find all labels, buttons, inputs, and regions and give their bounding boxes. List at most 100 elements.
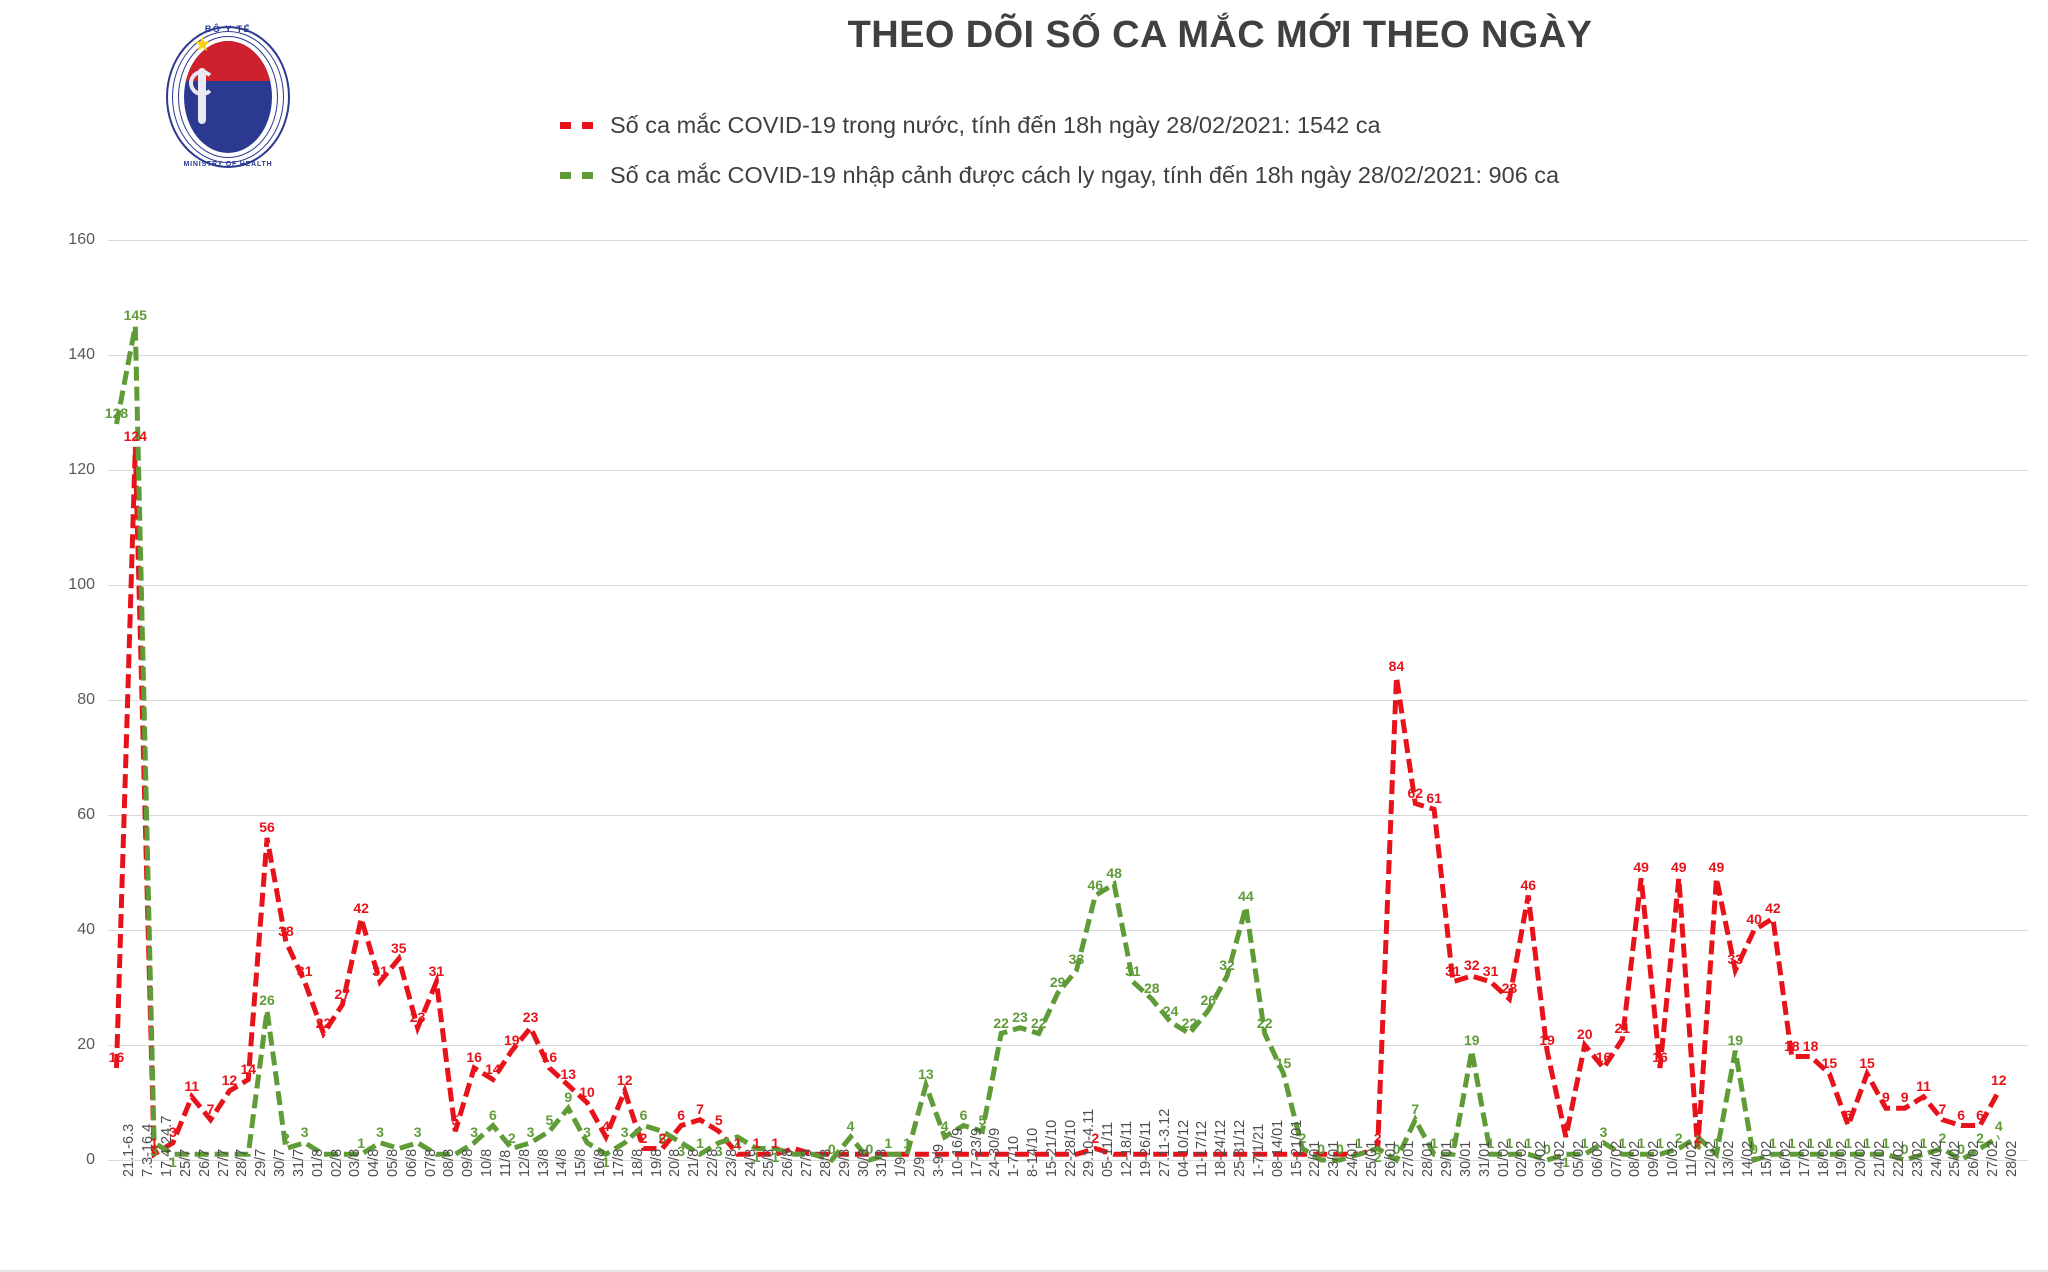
x-axis-tick-label: 30/7 <box>272 1148 289 1177</box>
x-axis-tick-label: 02/02 <box>1514 1140 1531 1177</box>
x-axis-tick-label: 11-17/12 <box>1194 1120 1211 1177</box>
chart-plot-area: 0 20 40 60 80 100 120 140 160 128 145 3 1 26 2 3 1 3 3 3 6 2… <box>68 231 2028 1170</box>
x-axis-tick-label: 20/02 <box>1853 1140 1870 1177</box>
x-axis-tick-label: 20/8 <box>667 1148 684 1177</box>
x-axis-tick-label: 19/02 <box>1834 1140 1851 1177</box>
x-axis-tick-label: 17-23/9 <box>968 1127 985 1177</box>
x-axis-tick-label: 22-28/10 <box>1062 1119 1079 1177</box>
y-axis-tick-label: 160 <box>68 231 95 248</box>
gridline <box>108 1045 2028 1046</box>
gridline <box>108 355 2028 356</box>
x-axis-tick-label: 27/02 <box>1985 1140 2001 1177</box>
x-axis-tick-label: 29/7 <box>253 1148 270 1177</box>
x-axis-tick-label: 30/8 <box>855 1148 872 1177</box>
x-axis-tick-label: 10-16/9 <box>949 1127 966 1177</box>
x-axis-tick-label: 02/8 <box>328 1148 345 1177</box>
page-title: THEO DÕI SỐ CA MẮC MỚI THEO NGÀY <box>847 14 1593 56</box>
x-axis-tick-label: 28/02 <box>2003 1140 2020 1177</box>
ministry-of-health-logo-icon: BỘ Y TẾ ★ MINISTRY OF HEALTH <box>158 22 298 172</box>
x-axis-tick-label: 25/7 <box>177 1148 194 1177</box>
x-axis-tick-label: 27/8 <box>799 1148 816 1177</box>
x-axis-tick-label: 1-7/10 <box>1006 1135 1023 1177</box>
gridline <box>108 470 2028 471</box>
x-axis-tick-label: 07/8 <box>422 1148 439 1177</box>
legend-marker-domestic-icon <box>560 118 604 132</box>
x-axis-tick-label: 16/02 <box>1777 1140 1794 1177</box>
y-axis-tick-label: 20 <box>77 1036 95 1053</box>
x-axis-tick-label: 03/02 <box>1533 1140 1550 1177</box>
x-axis-tick-label: 01/02 <box>1495 1140 1512 1177</box>
logo-body <box>184 41 272 153</box>
legend-item-imported: Số ca mắc COVID-19 nhập cảnh được cách l… <box>560 150 1960 200</box>
x-axis-tick-label: 19/8 <box>648 1148 665 1177</box>
x-axis-tick-label: 05/02 <box>1570 1140 1587 1177</box>
x-axis-tick-label: 28/8 <box>817 1148 834 1177</box>
x-axis-tick-label: 25/8 <box>761 1148 778 1177</box>
x-axis-tick-label: 13/02 <box>1721 1140 1738 1177</box>
x-axis-tick-label: 28/7 <box>234 1148 251 1177</box>
y-axis-tick-label: 140 <box>68 346 95 363</box>
footer-divider <box>0 1270 2048 1272</box>
x-axis-tick-label: 08/02 <box>1627 1140 1644 1177</box>
x-axis-tick-label: 12/02 <box>1702 1140 1719 1177</box>
x-axis-tick-label: 21/8 <box>686 1148 703 1177</box>
logo-bottom-text: MINISTRY OF HEALTH <box>183 161 273 168</box>
gridline <box>108 700 2028 701</box>
gridline <box>108 815 2028 816</box>
x-axis-tick-label: 25/01 <box>1363 1140 1380 1177</box>
x-axis-tick-label: 10/02 <box>1665 1140 1681 1177</box>
gridline <box>108 240 2028 241</box>
legend-item-domestic: Số ca mắc COVID-19 trong nước, tính đến … <box>560 100 1960 150</box>
x-axis-tick-label: 17/02 <box>1796 1140 1813 1177</box>
x-axis-tick-label: 11/02 <box>1683 1141 1700 1177</box>
x-axis-tick-label: 27/01 <box>1401 1140 1418 1177</box>
x-axis-tick-label: 18/02 <box>1815 1140 1832 1177</box>
x-axis-tick-label: 22/02 <box>1890 1140 1907 1177</box>
x-axis-tick-label: 15/8 <box>573 1148 590 1177</box>
legend-label-imported: Số ca mắc COVID-19 nhập cảnh được cách l… <box>610 161 1560 188</box>
x-axis-tick-label: 08-14/01 <box>1269 1119 1286 1177</box>
gridline <box>108 585 2028 586</box>
chart-legend: Số ca mắc COVID-19 trong nước, tính đến … <box>560 100 1960 200</box>
x-axis-tick-label: 27/7 <box>215 1148 232 1177</box>
x-axis-tick-label: 12-18/11 <box>1119 1120 1136 1177</box>
x-axis-tick-label: 18/8 <box>629 1148 646 1177</box>
legend-marker-imported-icon <box>560 168 604 182</box>
x-axis-tick-label: 31/8 <box>874 1148 891 1177</box>
x-axis-tick-label: 15-21/10 <box>1043 1119 1060 1177</box>
chart-x-axis: 21.1-6.3 7.3-16.4 17.4-24.7 25/7 26/7 27/7 28/… <box>108 1109 2028 1272</box>
y-axis-tick-label: 120 <box>68 461 95 478</box>
y-axis-tick-label: 80 <box>77 691 95 708</box>
x-axis-tick-label: 08/8 <box>441 1148 458 1177</box>
x-axis-tick-label: 01/8 <box>309 1148 326 1177</box>
x-axis-tick-label: 06/02 <box>1589 1140 1606 1177</box>
x-axis-tick-label: 26/02 <box>1966 1140 1983 1177</box>
y-axis-tick-label: 0 <box>86 1151 95 1168</box>
logo-ring-outer <box>166 26 290 168</box>
series-line-imported <box>114 325 2001 1164</box>
x-axis-tick-label: 17/8 <box>610 1148 627 1177</box>
x-axis-tick-label: 26/8 <box>780 1148 797 1177</box>
chart-plot: 0 20 40 60 80 100 120 140 160 128 145 3 1 26 2 3 1 3 3 3 6 2… <box>0 215 2048 1272</box>
x-axis-tick-label: 09/8 <box>460 1148 477 1177</box>
x-axis-tick-label: 30/01 <box>1457 1140 1474 1177</box>
logo-ring-middle <box>172 31 284 163</box>
logo-ring-inner <box>178 36 278 158</box>
x-axis-tick-label: 15/02 <box>1759 1140 1776 1177</box>
x-axis-tick-label: 16/8 <box>592 1148 609 1177</box>
logo-star-icon: ★ <box>193 33 212 56</box>
chart-series-layer <box>113 325 2002 1164</box>
gridline <box>108 930 2028 931</box>
x-axis-tick-label: 29.10-4.11 <box>1081 1108 1098 1177</box>
x-axis-tick-label: 09/02 <box>1646 1140 1663 1177</box>
x-axis-tick-label: 14/8 <box>554 1148 571 1177</box>
x-axis-tick-label: 28/01 <box>1420 1140 1437 1177</box>
y-axis-tick-label: 100 <box>68 576 95 593</box>
x-axis-tick-label: 7.3-16.4 <box>140 1123 157 1177</box>
x-axis-tick-label: 1/9 <box>893 1156 910 1177</box>
x-axis-tick-label: 22/8 <box>705 1148 721 1177</box>
x-axis-tick-label: 04/8 <box>366 1148 383 1177</box>
x-axis-tick-label: 21.1-6.3 <box>121 1123 138 1177</box>
x-axis-tick-label: 14/02 <box>1740 1140 1757 1177</box>
